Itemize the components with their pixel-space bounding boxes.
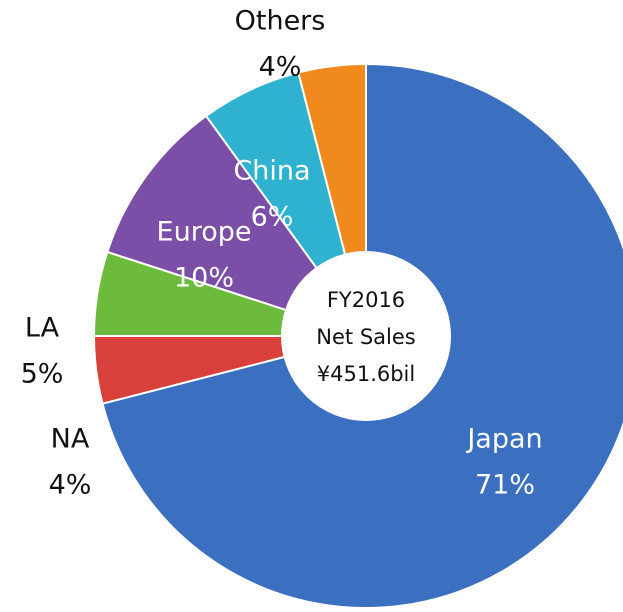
slice (101, 62, 623, 609)
value-label: 10% (174, 263, 234, 294)
value-label: 4% (49, 470, 92, 501)
slice-label: LA (25, 313, 60, 344)
slice (297, 62, 367, 256)
value-label: 6% (251, 202, 294, 233)
donut (92, 62, 623, 609)
slice-label: Europe (157, 217, 252, 248)
value-label: 4% (259, 52, 302, 83)
slice-label: China (233, 156, 310, 187)
value-label: 5% (21, 359, 64, 390)
value-label: 71% (475, 470, 535, 501)
center-label: Net Sales (316, 325, 415, 349)
slice (106, 114, 319, 312)
center-label: FY2016 (327, 288, 405, 312)
slice-label: Japan (465, 424, 542, 455)
center-label: ¥451.6bil (317, 362, 415, 386)
slice-label: Others (235, 6, 326, 37)
slice-label: NA (51, 424, 90, 455)
labels: Japan 71% NA 4% LA 5% Europe 10% China 6% Others 4% (21, 6, 543, 501)
